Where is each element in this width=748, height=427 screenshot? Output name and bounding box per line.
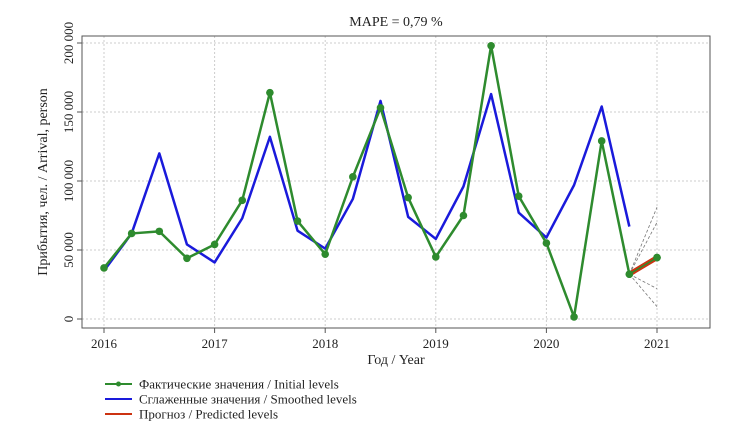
series-line-1: [102, 92, 631, 272]
y-tick-label: 50 000: [61, 232, 76, 268]
data-point: [432, 253, 440, 261]
data-point: [597, 137, 606, 145]
data-point: [321, 250, 330, 258]
legend-marker: [116, 381, 121, 387]
prediction-interval-line: [629, 273, 658, 307]
x-tick-label: 2020: [533, 336, 559, 351]
x-tick-label: 2017: [202, 336, 229, 351]
prediction-point: [625, 270, 634, 278]
chart-title: MAPE = 0,79 %: [349, 15, 443, 30]
x-tick-label: 2016: [91, 336, 118, 351]
plot-frame: [81, 35, 711, 329]
prediction-interval-line: [628, 207, 658, 275]
y-tick-label: 0: [61, 316, 76, 323]
y-axis-label: Прибытия, чел. / Arrival, person: [36, 88, 51, 276]
prediction-interval-line: [629, 273, 658, 289]
data-point: [155, 227, 164, 236]
prediction-point: [653, 253, 661, 262]
y-tick-label: 100 000: [61, 160, 76, 202]
legend-label: Прогноз / Predicted levels: [139, 407, 278, 422]
prediction-inner-line: [628, 256, 658, 275]
legend: Фактические значения / Initial levelsСгл…: [105, 377, 357, 422]
y-tick-label: 200 000: [61, 22, 76, 64]
legend-label: Сглаженные значения / Smoothed levels: [139, 392, 357, 407]
data-point: [127, 229, 136, 238]
data-point: [100, 264, 108, 272]
x-tick-label: 2018: [312, 336, 338, 351]
data-point: [210, 240, 219, 249]
x-tick-label: 2021: [644, 336, 670, 351]
y-tick-label: 150 000: [61, 91, 76, 133]
x-tick-label: 2019: [423, 336, 449, 351]
data-point: [542, 239, 551, 247]
series-layer: [100, 41, 661, 321]
data-point: [183, 254, 191, 263]
data-point: [514, 192, 523, 200]
data-point: [349, 173, 357, 181]
data-point: [238, 196, 247, 205]
x-axis-label: Год / Year: [367, 353, 425, 368]
data-point: [459, 211, 468, 220]
data-point: [376, 104, 385, 112]
data-point: [487, 41, 495, 50]
axis-ticks: 2016 2017 2018 2019 2020 2021 0 50 000 100 000 15…: [61, 22, 670, 351]
data-point: [570, 313, 578, 321]
data-point: [266, 88, 274, 97]
grid: [82, 36, 710, 328]
data-point: [404, 193, 412, 202]
legend-label: Фактические значения / Initial levels: [139, 377, 339, 392]
data-point: [293, 217, 302, 225]
